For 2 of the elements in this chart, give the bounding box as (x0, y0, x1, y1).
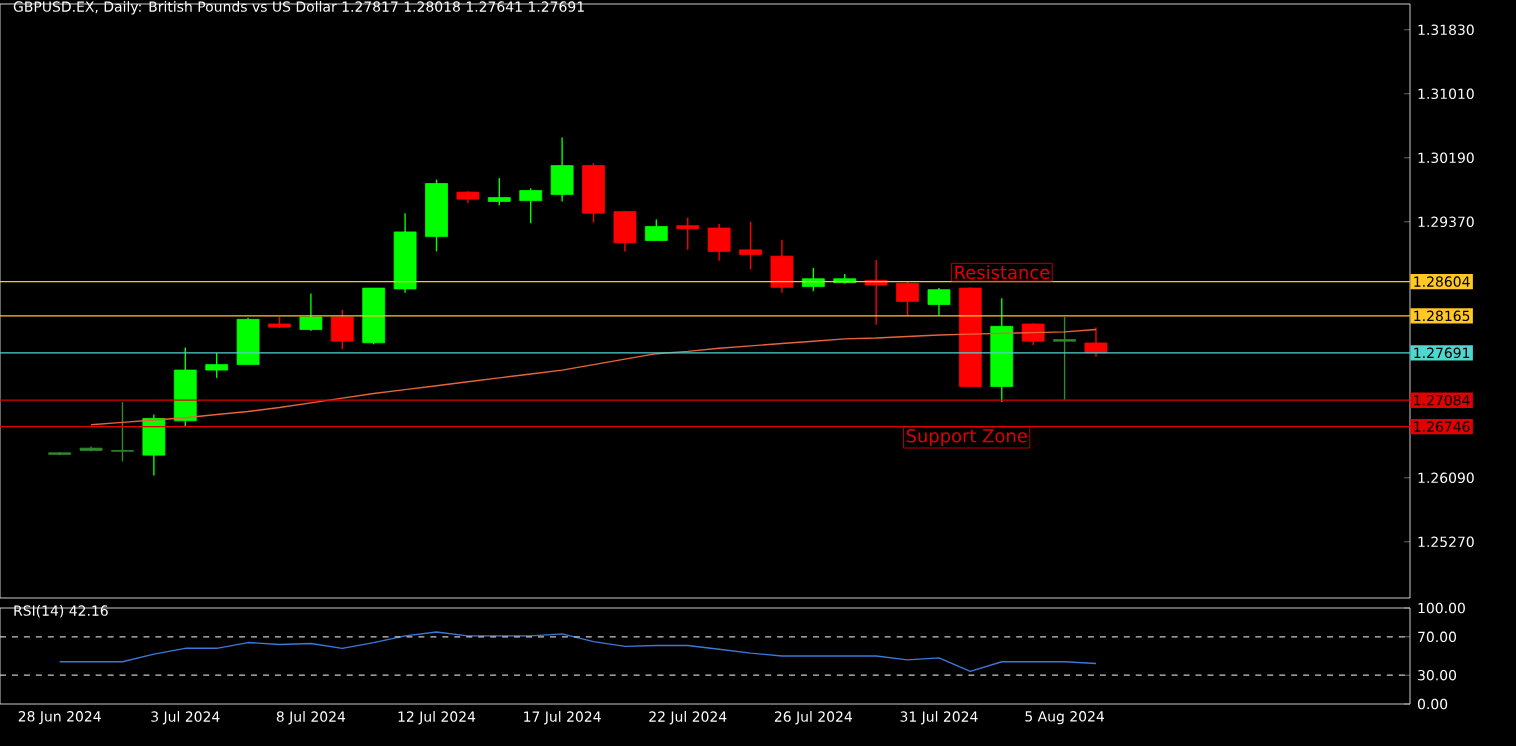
annotation: Resistance (955, 265, 1050, 280)
annotation: Support Zone (906, 428, 1027, 447)
